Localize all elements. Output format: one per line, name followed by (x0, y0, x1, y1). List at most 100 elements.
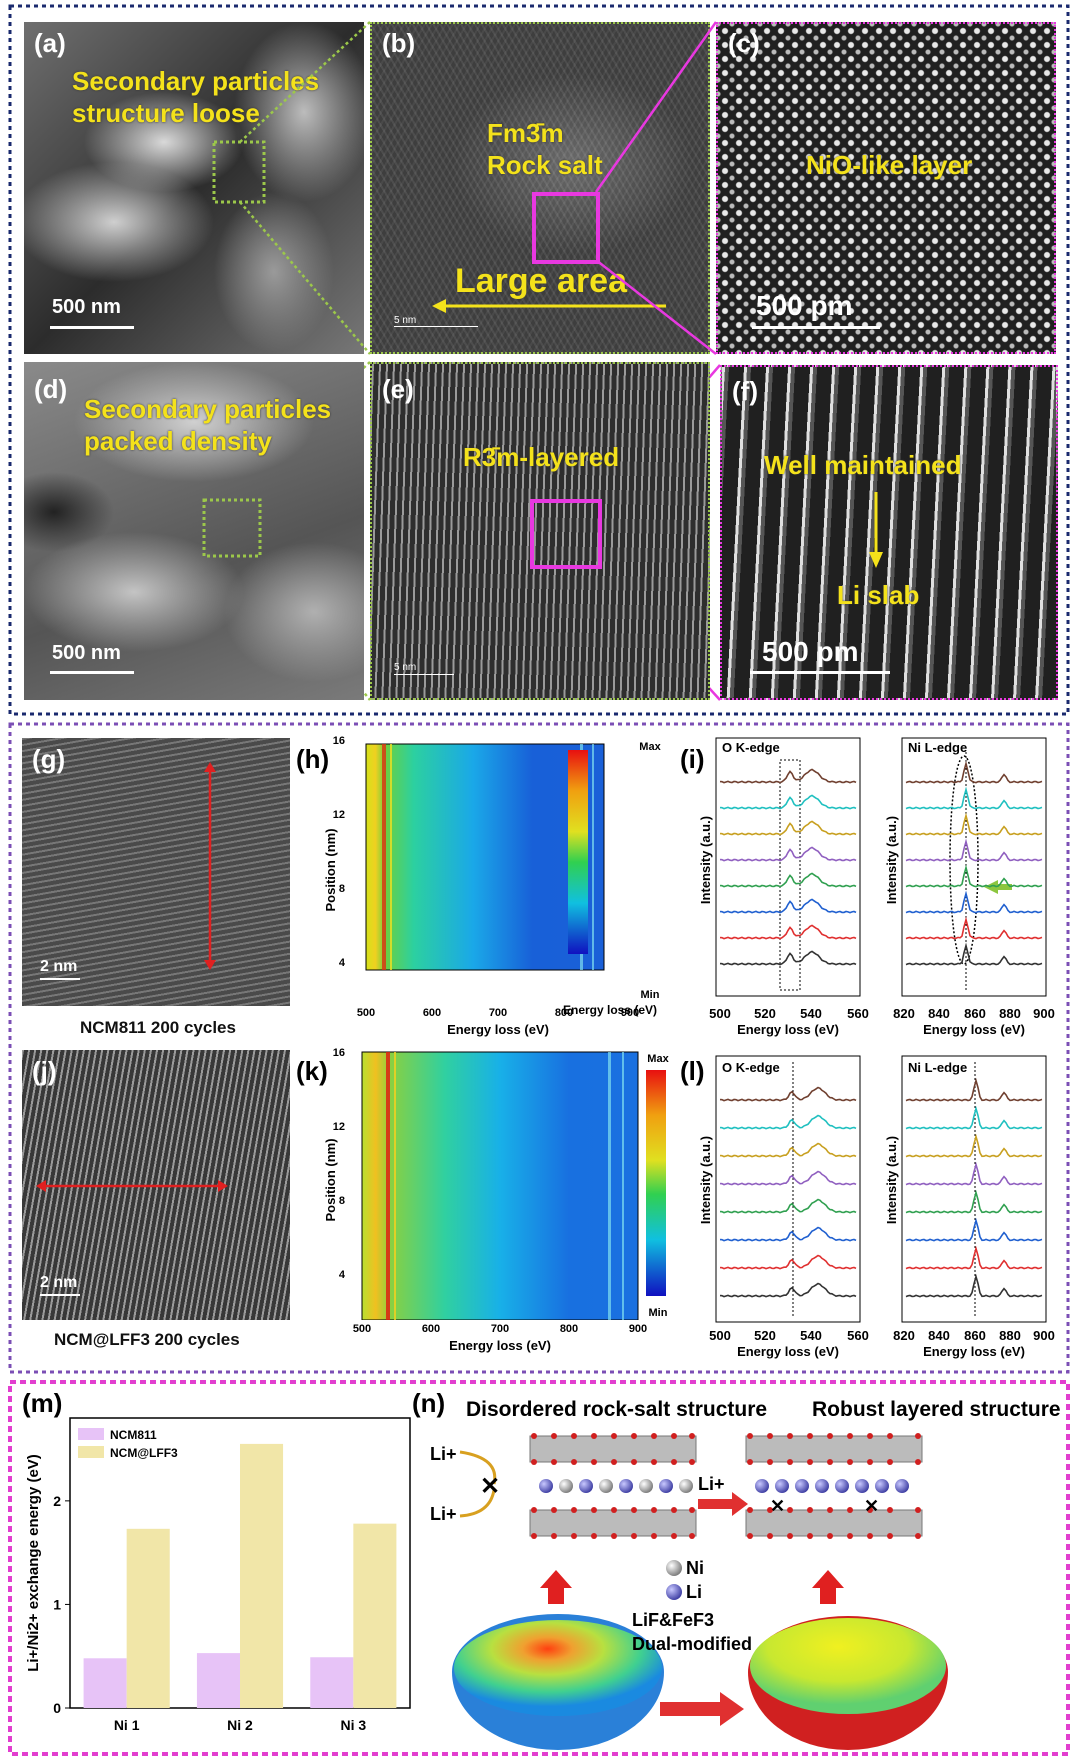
panel-b-large-area: Large area (455, 262, 627, 300)
eels-spectrum-trace (905, 812, 1043, 836)
k-ytick-4: 4 (339, 1269, 346, 1281)
i-lx-500: 500 (709, 1006, 731, 1021)
sem-image-a (24, 22, 364, 354)
exchange-energy-bar-chart: 0 1 2 Li+/Ni2+ exchange energy (eV) Ni 1 Ni 2… (25, 1417, 411, 1733)
h-y-label: Position (nm) (323, 828, 338, 911)
i-left-ylabel: Intensity (a.u.) (698, 816, 713, 904)
panel-e-text1: R3̄m-layered (463, 442, 620, 472)
panel-label-m: (m) (22, 1388, 63, 1418)
i-lx-540: 540 (800, 1006, 822, 1021)
l-rx-840: 840 (928, 1328, 950, 1343)
k-xtick-900: 900 (629, 1323, 647, 1335)
eels-spectrum-trace (719, 1114, 857, 1130)
panel-label-a: (a) (34, 28, 66, 58)
legend-ni: Ni (686, 1558, 704, 1578)
x-tick-label: Ni 1 (114, 1717, 140, 1733)
rock-salt-lattice (529, 1433, 697, 1539)
n-title-right: Robust layered structure (812, 1398, 1061, 1421)
eels-spectrum-trace (719, 846, 857, 862)
eels-spectrum-trace (719, 1142, 857, 1158)
scale-label-b: 5 nm (394, 315, 417, 326)
i-left-xlabel: Energy loss (eV) (737, 1022, 839, 1037)
h-xtick-700: 700 (489, 1007, 507, 1019)
l-left-xlabel: Energy loss (eV) (737, 1344, 839, 1359)
scale-label-e: 5 nm (394, 662, 417, 673)
scale-bar-a (50, 326, 134, 329)
atomic-image-c (716, 22, 1056, 354)
eels-spectrum-trace (905, 1273, 1043, 1298)
bar-NCM@LFF3-Ni 1 (126, 1528, 170, 1708)
panel-label-g: (g) (32, 744, 66, 774)
y-tick-label: 2 (53, 1493, 61, 1509)
scale-bar-d (50, 671, 134, 674)
panel-label-b: (b) (382, 28, 416, 58)
eels-spectrum-trace (719, 924, 857, 940)
panel-label-k: (k) (296, 1056, 328, 1086)
eels-spectrum-trace (905, 942, 1043, 966)
caption-g: NCM811 200 cycles (80, 1018, 236, 1037)
panel-a-text1: Secondary particles (72, 66, 320, 96)
h-x-label: Energy loss (eV) (447, 1022, 549, 1037)
eels-spectrum-trace (905, 1105, 1043, 1130)
panel-label-d: (d) (34, 374, 68, 404)
i-rx-900: 900 (1033, 1006, 1055, 1021)
panel-label-h: (h) (296, 744, 330, 774)
eels-spectrum-trace (905, 890, 1043, 914)
k-x-label: Energy loss (eV) (449, 1338, 551, 1353)
large-area-arrow (432, 299, 666, 313)
y-tick-label: 0 (53, 1700, 61, 1716)
legend-li: Li (686, 1582, 702, 1602)
eels-spectrum-trace (719, 950, 857, 966)
l-right-xlabel: Energy loss (eV) (923, 1344, 1025, 1359)
stem-image-j (22, 1050, 290, 1320)
modify-arrow (720, 1692, 744, 1726)
eels-spectrum-trace (719, 1170, 857, 1186)
panel-label-n: (n) (412, 1388, 446, 1418)
y-axis-label: Li+/Ni2+ exchange energy (eV) (25, 1454, 42, 1672)
eels-spectrum-trace (719, 898, 857, 914)
hrtem-image-b (370, 22, 710, 354)
stem-image-g (22, 738, 290, 1006)
eels-spectrum-trace (719, 1086, 857, 1102)
panel-b-text2: Rock salt (487, 150, 603, 180)
x-tick-label: Ni 3 (340, 1717, 366, 1733)
h-cbar-max: Max (639, 741, 661, 753)
bar-NCM811-Ni 1 (83, 1658, 127, 1708)
panel-label-e: (e) (382, 374, 414, 404)
h-xtick-600: 600 (423, 1007, 441, 1019)
k-y-label: Position (nm) (323, 1138, 338, 1221)
eels-map-h: Energy loss (eV) (365, 743, 657, 1017)
ni-legend-icon (666, 1560, 682, 1576)
mod-text-1: LiF&FeF3 (632, 1610, 714, 1630)
h-ytick-8: 8 (339, 883, 345, 895)
x-tick-label: Ni 2 (227, 1717, 253, 1733)
blocked-cross-icon: ✕ (480, 1473, 500, 1500)
li-plus-left-top: Li+ (430, 1444, 457, 1464)
l-rx-900: 900 (1033, 1328, 1055, 1343)
scale-bar-b (394, 326, 478, 327)
l-lx-520: 520 (754, 1328, 776, 1343)
blocked-arrow-icon-2: ✕ (864, 1496, 879, 1516)
i-right-xlabel: Energy loss (eV) (923, 1022, 1025, 1037)
eels-spectrum-trace (905, 1077, 1043, 1102)
eels-spectrum-trace (905, 1189, 1043, 1214)
li-legend-icon (666, 1584, 682, 1600)
l-right-ylabel: Intensity (a.u.) (884, 1136, 899, 1224)
panel-label-l: (l) (680, 1056, 705, 1086)
eels-spectrum-trace (719, 820, 857, 836)
scale-bar-e (394, 674, 454, 675)
k-ytick-12: 12 (333, 1121, 345, 1133)
panel-b-text1: Fm3̄m (487, 118, 564, 148)
eels-spectrum-trace (719, 1226, 857, 1242)
k-xtick-800: 800 (560, 1323, 578, 1335)
panel-d-text2: packed density (84, 426, 272, 456)
k-xtick-600: 600 (422, 1323, 440, 1335)
up-arrow-left (540, 1570, 572, 1604)
i-lx-560: 560 (847, 1006, 869, 1021)
l-lx-560: 560 (847, 1328, 869, 1343)
eels-map-k (361, 1051, 666, 1320)
l-lx-540: 540 (800, 1328, 822, 1343)
scale-label-a: 500 nm (52, 296, 121, 318)
